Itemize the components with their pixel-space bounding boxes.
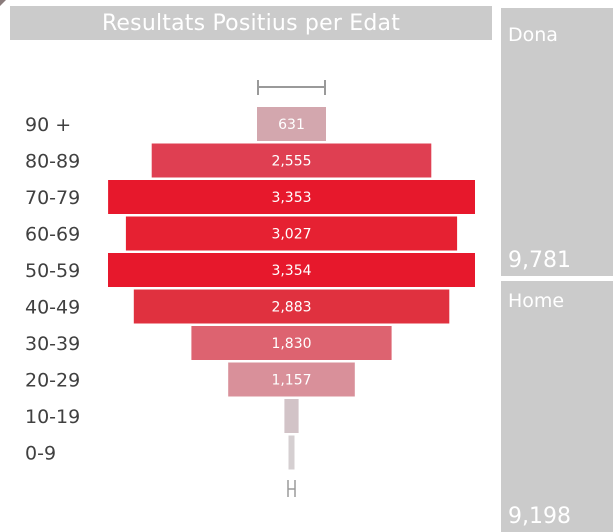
bar-value-label: 2,555 [271, 154, 311, 170]
home-card[interactable]: Home 9,198 [501, 281, 613, 532]
bar-value-label: 3,027 [271, 227, 311, 243]
bar-value-label: 3,354 [271, 263, 311, 279]
bar-value-label: 1,830 [271, 336, 311, 352]
bar-30-39[interactable] [191, 326, 392, 360]
bar-20-29[interactable] [228, 362, 355, 397]
category-label: 50-59 [25, 260, 80, 282]
bar-value-label: 3,353 [271, 190, 311, 206]
home-value: 9,198 [508, 504, 571, 529]
age-pyramid-chart: 631 90 + 2,555 80-89 3,353 70-79 3,027 60-69 3,3… [25, 80, 475, 497]
bar-50-59[interactable] [108, 253, 475, 287]
category-label: 70-79 [25, 187, 80, 209]
bar-60-69[interactable] [125, 216, 458, 251]
category-label: 20-29 [25, 370, 80, 392]
bar-10-19[interactable] [284, 399, 299, 433]
bar-70-79[interactable] [108, 180, 475, 214]
bar-80-89[interactable] [151, 143, 432, 178]
chart-title: Resultats Positius per Edat [10, 6, 492, 40]
dona-value: 9,781 [508, 248, 571, 273]
dona-card[interactable]: Dona 9,781 [501, 8, 613, 276]
category-label: 80-89 [25, 151, 80, 173]
category-label: 60-69 [25, 224, 80, 246]
dona-label: Dona [508, 24, 558, 46]
bar-value-label: 1,157 [271, 373, 311, 389]
category-label: 90 + [25, 114, 71, 136]
top-error-bar [257, 80, 326, 95]
bar-90[interactable] [257, 107, 326, 141]
category-label: 0-9 [25, 443, 56, 465]
category-label: 40-49 [25, 297, 80, 319]
category-label: 10-19 [25, 406, 80, 428]
bar-value-label: 2,883 [271, 300, 311, 316]
corner-marker-icon [0, 0, 6, 6]
home-label: Home [508, 290, 565, 312]
bar-0-9[interactable] [288, 435, 295, 470]
category-label: 30-39 [25, 333, 80, 355]
bar-40-49[interactable] [133, 289, 450, 324]
bottom-error-bar [287, 480, 296, 497]
bar-value-label: 631 [278, 117, 305, 133]
